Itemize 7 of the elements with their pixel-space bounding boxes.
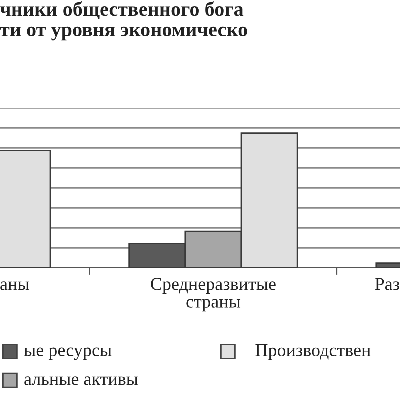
legend-label: альные активы <box>24 376 138 386</box>
x-tick-label: Раз <box>375 278 400 290</box>
x-tick-label: аны <box>0 282 30 290</box>
x-tick-label: Среднеразвитые страны <box>151 278 276 312</box>
legend-label: ые ресурсы <box>24 348 112 360</box>
legend-label: Производствен <box>256 344 371 360</box>
chart-title: чники общественного бога ти от уровня экономическо <box>0 2 248 41</box>
